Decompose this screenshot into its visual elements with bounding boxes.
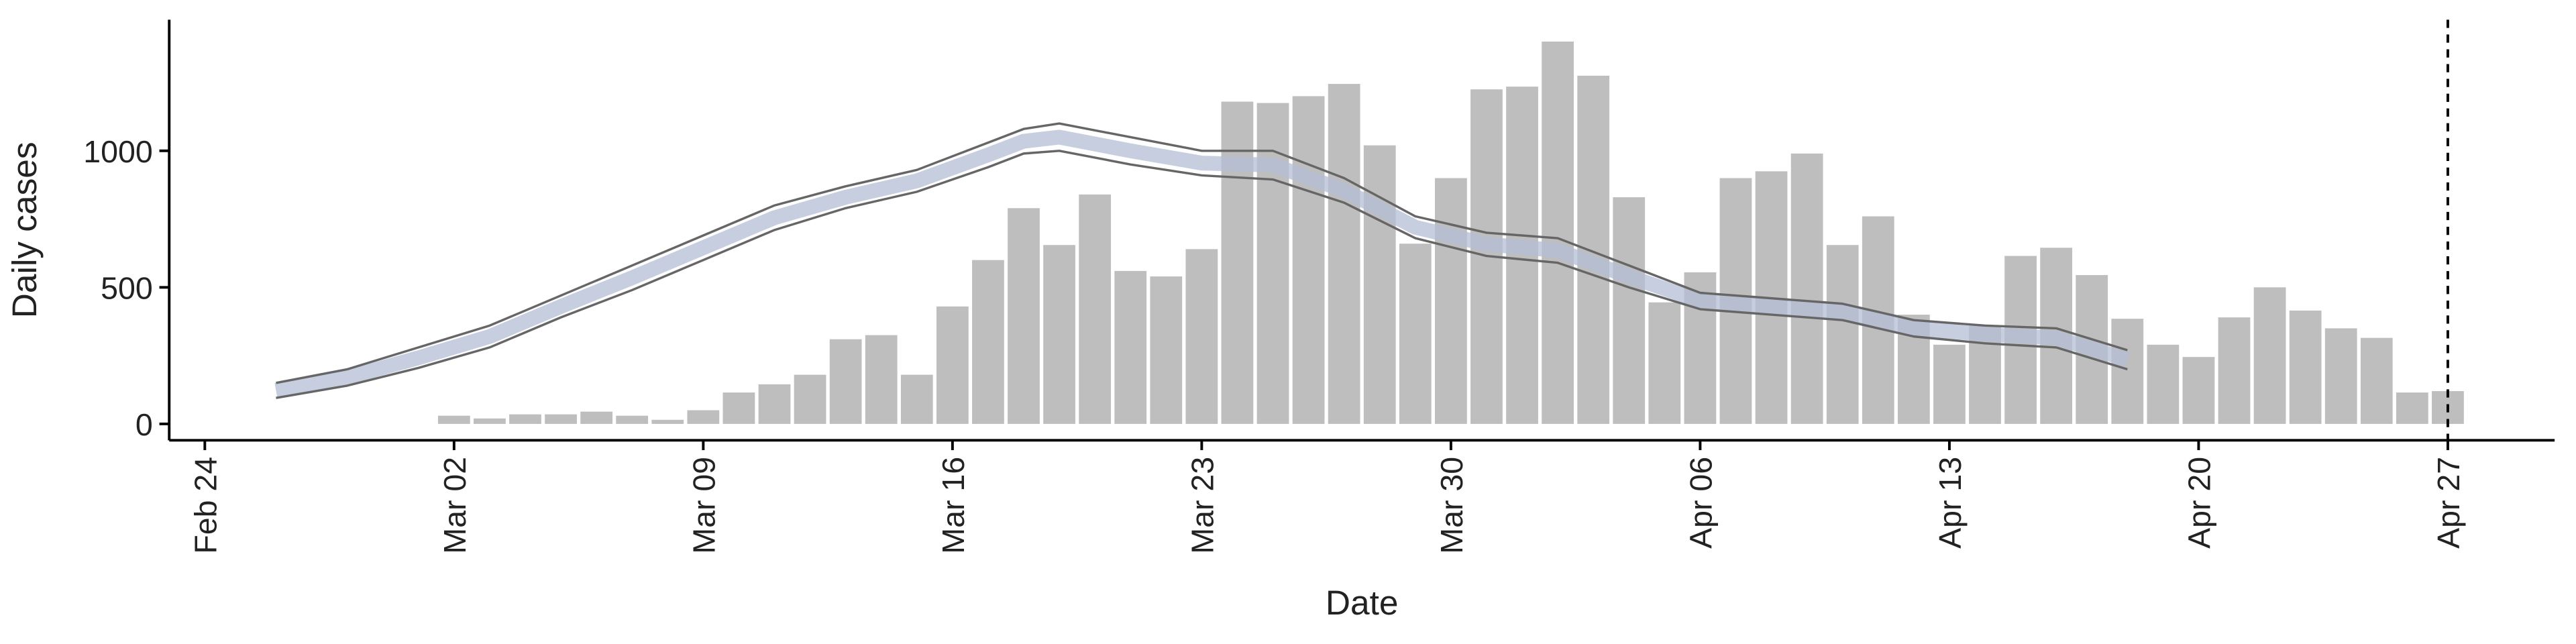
bar — [687, 410, 720, 424]
bar — [1185, 249, 1218, 424]
x-tick-label: Apr 20 — [2182, 457, 2217, 549]
bar — [865, 335, 898, 424]
bar — [1256, 103, 1289, 424]
bar — [2147, 344, 2180, 424]
bar — [829, 339, 862, 424]
bar — [2396, 392, 2428, 424]
bar — [1043, 245, 1075, 424]
bar — [1648, 302, 1681, 424]
x-tick-label: Mar 30 — [1434, 457, 1469, 554]
x-tick-label: Apr 06 — [1684, 457, 1719, 549]
x-tick-label: Mar 09 — [686, 457, 721, 554]
y-tick-label: 0 — [136, 407, 153, 442]
x-tick-label: Feb 24 — [188, 457, 223, 554]
bar — [1933, 344, 1966, 424]
bar — [2360, 337, 2393, 424]
bar — [1826, 245, 1859, 424]
bar — [1008, 208, 1040, 424]
bar — [437, 415, 470, 424]
bar — [722, 392, 755, 424]
bar — [616, 415, 649, 424]
bar — [1114, 270, 1147, 424]
bar — [651, 419, 684, 424]
bar — [2218, 317, 2251, 424]
y-axis-title: Daily cases — [5, 142, 44, 318]
bar — [509, 414, 541, 424]
bar — [2253, 287, 2286, 424]
bar — [2289, 310, 2322, 424]
x-axis-title: Date — [1326, 583, 1399, 622]
bar — [1542, 41, 1574, 424]
x-tick-label: Mar 16 — [936, 457, 971, 554]
bar — [1399, 244, 1432, 424]
x-tick-label: Mar 23 — [1185, 457, 1220, 554]
bar — [1613, 197, 1646, 424]
band-lower-line — [276, 150, 2128, 399]
bar — [1079, 194, 1112, 424]
bar — [1328, 84, 1360, 424]
x-tick-label: Apr 27 — [2431, 457, 2466, 549]
bar — [1292, 96, 1325, 424]
bar — [758, 384, 791, 424]
x-tick-label: Apr 13 — [1933, 457, 1968, 549]
bar — [1577, 75, 1610, 424]
bar — [1790, 153, 1823, 424]
bar — [2324, 328, 2357, 424]
bar — [972, 260, 1004, 424]
band-center-line — [274, 129, 2130, 398]
x-tick-label: Mar 02 — [437, 457, 472, 554]
bar — [1363, 145, 1396, 424]
bar — [580, 411, 613, 424]
bar — [1150, 276, 1183, 424]
bar — [900, 374, 933, 424]
bar — [1221, 101, 1254, 424]
y-tick-label: 1000 — [83, 134, 152, 169]
bar — [474, 418, 506, 424]
band-upper-line — [276, 122, 2128, 384]
y-tick-label: 500 — [101, 270, 153, 305]
bar — [545, 414, 577, 424]
bar — [2111, 319, 2144, 424]
bar — [936, 306, 969, 424]
bar — [2182, 357, 2215, 424]
bar — [794, 374, 826, 424]
bar — [1435, 178, 1467, 424]
